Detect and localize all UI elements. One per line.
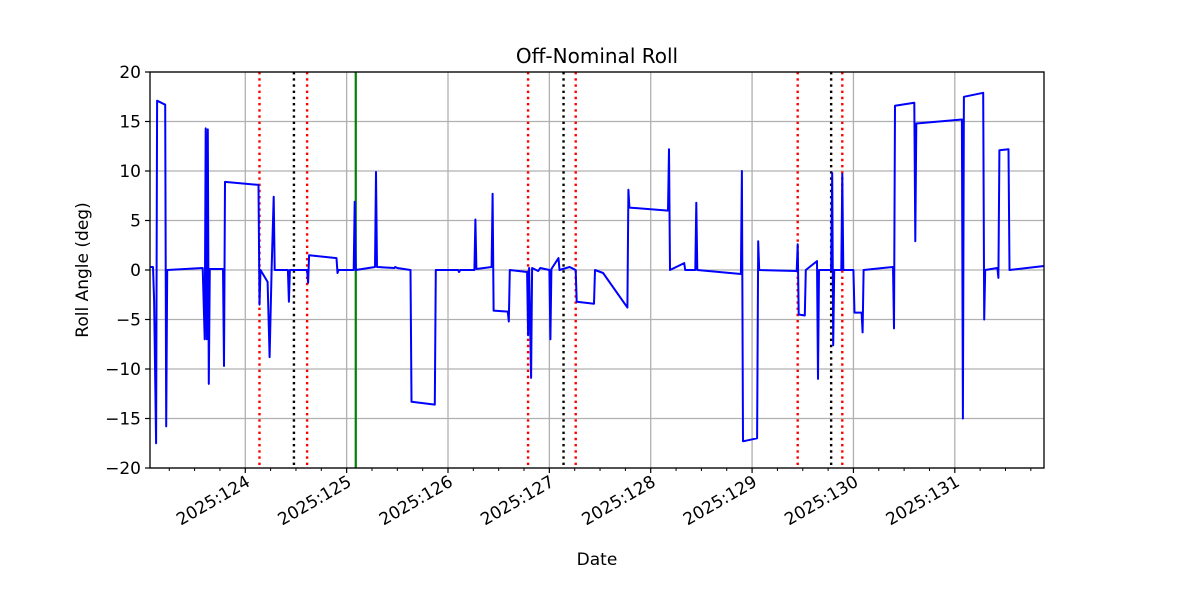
y-tick-label: 0	[130, 261, 141, 281]
y-axis-label: Roll Angle (deg)	[73, 202, 93, 337]
y-tick-label: −10	[105, 360, 141, 380]
y-tick-label: −20	[105, 459, 141, 479]
series	[150, 91, 1045, 445]
y-tick-label: 5	[130, 212, 141, 232]
x-axis-label: Date	[577, 550, 618, 570]
y-tick-label: −15	[105, 410, 141, 430]
y-tick-label: 20	[119, 63, 141, 83]
y-tick-label: 15	[119, 113, 141, 133]
y-tick-label: 10	[119, 162, 141, 182]
y-axis: −20 −15 −10 −5 0 5 10 15 20	[105, 63, 150, 479]
roll-angle-line	[150, 91, 1045, 445]
y-tick-label: −5	[116, 311, 141, 331]
chart-title: Off-Nominal Roll	[516, 44, 678, 68]
